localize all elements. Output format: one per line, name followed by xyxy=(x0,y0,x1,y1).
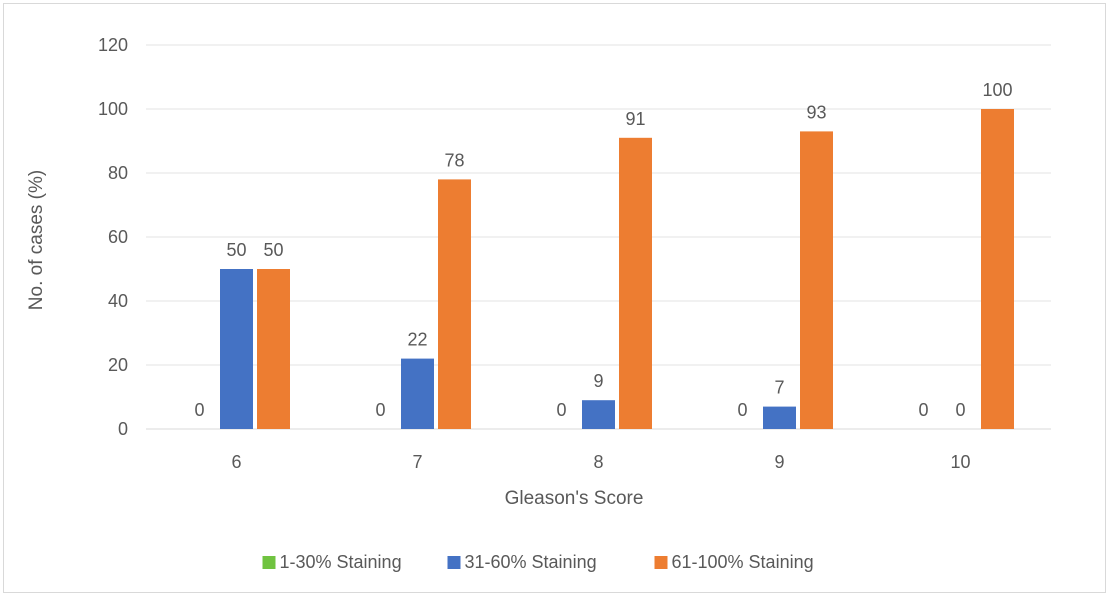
bar-61-100-staining-10 xyxy=(981,109,1014,429)
data-label: 0 xyxy=(955,400,965,420)
data-label: 22 xyxy=(407,330,427,350)
bar-61-100-staining-7 xyxy=(438,179,471,429)
legend-swatch xyxy=(447,556,461,569)
data-label: 0 xyxy=(194,400,204,420)
data-label: 0 xyxy=(556,400,566,420)
data-label: 91 xyxy=(625,109,645,129)
data-label: 0 xyxy=(737,400,747,420)
y-tick-label: 120 xyxy=(98,35,128,55)
data-label: 78 xyxy=(444,150,464,170)
bar-31-60-staining-9 xyxy=(763,406,796,429)
bar-61-100-staining-6 xyxy=(257,269,290,429)
y-tick-label: 100 xyxy=(98,99,128,119)
y-tick-label: 0 xyxy=(118,419,128,439)
x-axis-title: Gleason's Score xyxy=(505,488,644,509)
data-label: 50 xyxy=(226,240,246,260)
gridlines xyxy=(146,44,1051,430)
bar-31-60-staining-8 xyxy=(582,400,615,429)
y-tick-labels: 0 20 40 60 80 100 120 xyxy=(98,35,128,439)
x-tick-label: 7 xyxy=(412,452,422,472)
x-tick-label: 8 xyxy=(593,452,603,472)
legend: 1-30% Staining 31-60% Staining 61-100% Sta… xyxy=(262,552,814,572)
data-label: 0 xyxy=(375,400,385,420)
chart-frame: 0 20 40 60 80 100 120 0 50 50 0 22 78 0 9 91 0 7 93 0 0 100 … xyxy=(3,3,1106,593)
data-label: 50 xyxy=(263,240,283,260)
legend-label: 1-30% Staining xyxy=(280,552,402,572)
x-tick-label: 10 xyxy=(950,452,970,472)
legend-swatch xyxy=(262,556,276,569)
data-label: 9 xyxy=(593,371,603,391)
bars xyxy=(220,109,1014,430)
x-tick-labels: 6 7 8 9 10 xyxy=(231,452,970,472)
bar-31-60-staining-6 xyxy=(220,269,253,429)
data-label: 93 xyxy=(806,102,826,122)
y-tick-label: 60 xyxy=(108,227,128,247)
data-label: 7 xyxy=(774,378,784,398)
bar-61-100-staining-9 xyxy=(800,131,833,429)
x-tick-label: 6 xyxy=(231,452,241,472)
legend-label: 31-60% Staining xyxy=(465,552,597,572)
y-tick-label: 20 xyxy=(108,355,128,375)
y-tick-label: 40 xyxy=(108,291,128,311)
legend-swatch xyxy=(654,556,668,569)
data-label: 0 xyxy=(918,400,928,420)
data-label: 100 xyxy=(982,80,1012,100)
x-tick-label: 9 xyxy=(774,452,784,472)
y-tick-label: 80 xyxy=(108,163,128,183)
data-labels: 0 50 50 0 22 78 0 9 91 0 7 93 0 0 100 xyxy=(194,80,1012,420)
bar-61-100-staining-8 xyxy=(619,137,652,430)
legend-label: 61-100% Staining xyxy=(672,552,814,572)
bar-31-60-staining-7 xyxy=(401,358,434,429)
y-axis-title: No. of cases (%) xyxy=(26,170,47,310)
